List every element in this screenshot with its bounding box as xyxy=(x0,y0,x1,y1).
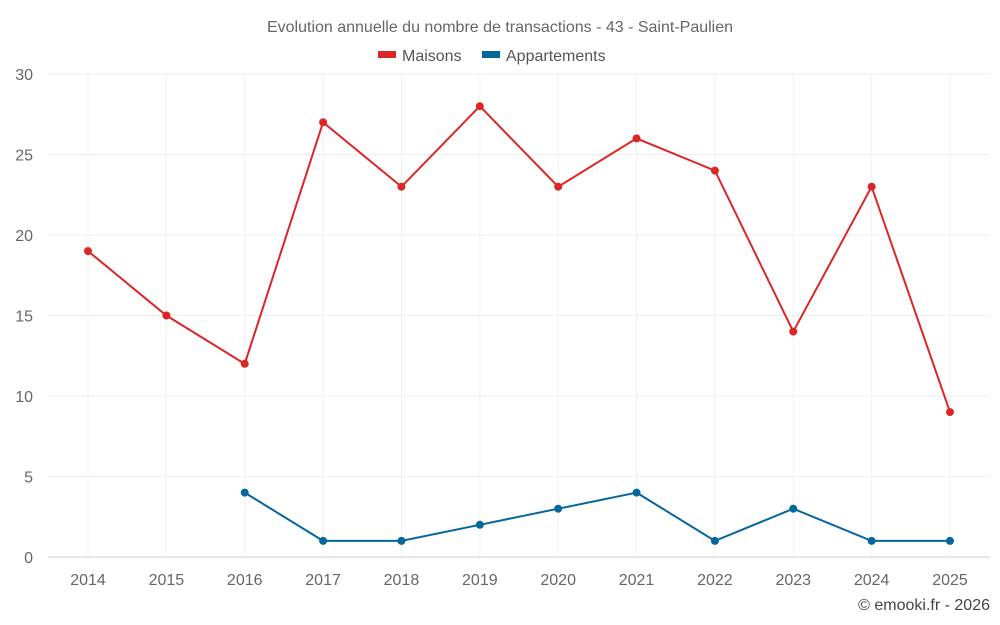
x-tick-label: 2015 xyxy=(149,572,185,589)
x-tick-label: 2016 xyxy=(227,572,263,589)
x-tick-label: 2020 xyxy=(540,572,576,589)
series-line-appartements xyxy=(244,491,950,543)
legend-label-appartements[interactable]: Appartements xyxy=(506,48,606,65)
y-tick-label: 5 xyxy=(24,470,33,487)
data-point-maisons[interactable] xyxy=(240,359,249,368)
data-point-maisons[interactable] xyxy=(397,182,406,191)
data-point-appartements[interactable] xyxy=(789,504,798,513)
data-point-appartements[interactable] xyxy=(632,488,641,497)
x-tick-label: 2014 xyxy=(70,572,106,589)
chart-title: Evolution annuelle du nombre de transact… xyxy=(267,19,733,36)
x-tick-label: 2025 xyxy=(932,572,968,589)
data-point-appartements[interactable] xyxy=(946,536,954,545)
data-point-maisons[interactable] xyxy=(162,311,171,320)
x-tick-label: 2021 xyxy=(619,572,655,589)
data-point-maisons[interactable] xyxy=(946,408,954,417)
data-point-maisons[interactable] xyxy=(84,247,92,256)
y-tick-label: 25 xyxy=(15,148,33,165)
data-point-appartements[interactable] xyxy=(475,520,484,529)
credit-text: © emooki.fr - 2026 xyxy=(858,597,990,614)
y-tick-label: 30 xyxy=(15,67,33,84)
data-point-appartements[interactable] xyxy=(319,536,328,545)
x-tick-label: 2019 xyxy=(462,572,498,589)
data-point-maisons[interactable] xyxy=(475,102,484,111)
data-point-maisons[interactable] xyxy=(632,134,641,143)
x-tick-label: 2023 xyxy=(775,572,811,589)
series-appartements xyxy=(240,488,954,545)
y-tick-label: 0 xyxy=(24,550,33,567)
y-tick-label: 20 xyxy=(15,228,33,245)
data-point-appartements[interactable] xyxy=(554,504,563,513)
y-tick-label: 15 xyxy=(15,309,33,326)
legend-swatch-appartements xyxy=(482,51,500,58)
legend: Maisons Appartements xyxy=(378,48,606,65)
x-tick-label: 2018 xyxy=(384,572,420,589)
x-tick-label: 2017 xyxy=(305,572,341,589)
legend-label-maisons[interactable]: Maisons xyxy=(402,48,462,65)
x-tick-label: 2024 xyxy=(854,572,890,589)
data-point-maisons[interactable] xyxy=(789,327,798,336)
data-point-appartements[interactable] xyxy=(710,536,719,545)
legend-swatch-maisons xyxy=(378,51,396,58)
data-point-maisons[interactable] xyxy=(710,166,719,175)
data-point-maisons[interactable] xyxy=(319,118,328,127)
data-point-appartements[interactable] xyxy=(867,536,876,545)
x-tick-label: 2022 xyxy=(697,572,733,589)
series-maisons xyxy=(84,102,954,417)
data-point-appartements[interactable] xyxy=(397,536,406,545)
data-point-maisons[interactable] xyxy=(554,182,563,191)
data-point-maisons[interactable] xyxy=(867,182,876,191)
series-line-maisons xyxy=(87,104,951,413)
y-tick-label: 10 xyxy=(15,389,33,406)
data-point-appartements[interactable] xyxy=(240,488,249,497)
